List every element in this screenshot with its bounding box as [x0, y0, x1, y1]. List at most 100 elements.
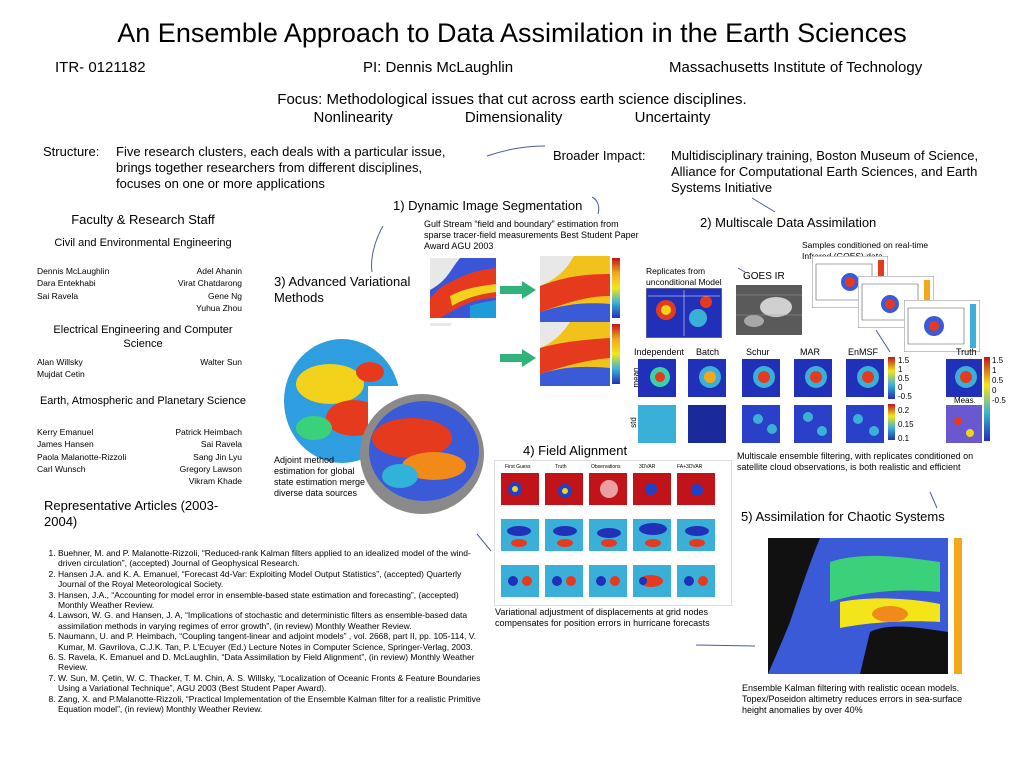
staff-name: Virat Chatdarong	[177, 278, 242, 289]
article-item: Hansen J.A. and K. A. Emanuel, “Forecast…	[58, 569, 481, 590]
ocean-ssh-map	[760, 532, 970, 680]
colorbar	[888, 404, 895, 440]
mean-row	[638, 359, 982, 397]
fa-col-truth: Truth	[555, 464, 567, 470]
articles-heading: Representative Articles (2003-2004)	[44, 498, 219, 529]
structure-block: Structure: Five research clusters, each …	[43, 144, 463, 192]
arrow-right-icon	[500, 349, 536, 367]
faculty-name: Dara Entekhabi	[37, 278, 96, 289]
principal-investigator: PI: Dennis McLaughlin	[363, 59, 514, 76]
faculty-list-civil: Dennis McLaughlin Dara Entekhabi Sai Rav…	[37, 265, 242, 314]
conditioned-sample-map-3	[904, 300, 980, 352]
cluster1-caption: Gulf Stream “field and boundary” estimat…	[424, 219, 639, 251]
unconditional-replicate-map	[646, 288, 722, 338]
field-alignment-grid	[501, 473, 715, 597]
faculty-name: Alan Willsky	[37, 357, 83, 367]
cluster5-title: 5) Assimilation for Chaotic Systems	[741, 509, 945, 524]
focus-themes: Nonlinearity Dimensionality Uncertainty	[0, 109, 1024, 126]
arrow-right-icon	[500, 281, 536, 299]
staff-name: Gene Ng	[207, 290, 242, 301]
col-batch: Batch	[696, 347, 720, 357]
cluster5-caption: Ensemble Kalman filtering with realistic…	[742, 683, 963, 715]
colorbar-ticks-std: 0.2 0.15 0.1	[898, 406, 914, 443]
structure-text: Five research clusters, each deals with …	[116, 144, 446, 191]
faculty-name: Sai Ravela	[37, 290, 79, 301]
faculty-list-eaps: Kerry Emanuel James Hansen Paola Malanot…	[37, 426, 242, 487]
poster-title: An Ensemble Approach to Data Assimilatio…	[117, 18, 907, 48]
cluster2-title: 2) Multiscale Data Assimilation	[700, 215, 877, 230]
fa-col-first-guess: First Guess	[505, 464, 531, 470]
colorbar	[888, 357, 895, 399]
staff-name: Adel Ahanin	[196, 266, 242, 276]
colorbar	[612, 324, 620, 384]
col-independent: Independent	[634, 347, 685, 357]
goes-ir-image	[736, 285, 802, 335]
articles-list: Buehner, M. and P. Malanotte-Rizzoli, “R…	[36, 548, 481, 715]
fa-col-observations: Observations	[591, 464, 621, 470]
cluster2-replicate-note: Replicates from unconditional Model	[646, 266, 722, 287]
faculty-name: Kerry Emanuel	[37, 427, 94, 437]
theme-nonlinearity: Nonlinearity	[313, 109, 393, 126]
article-item: Zang, X. and P.Malanotte-Rizzoli, “Pract…	[58, 694, 481, 715]
dept-eaps: Earth, Atmospheric and Planetary Science	[39, 395, 247, 407]
staff-name: Vikram Khade	[188, 476, 242, 487]
cluster4-title: 4) Field Alignment	[523, 443, 628, 458]
article-item: Hansen, J.A., “Accounting for model erro…	[58, 590, 481, 611]
fa-col-fa3dvar: FA+3DVAR	[677, 464, 703, 470]
focus-statement: Focus: Methodological issues that cut ac…	[277, 91, 747, 108]
multiscale-column-headers: Independent Batch Schur MAR EnMSF Truth	[634, 347, 977, 361]
colorbar	[984, 357, 990, 441]
field-alignment-panel: First Guess Truth Observations 3DVAR FA+…	[494, 460, 732, 606]
staff-name: Yuhua Zhou	[196, 302, 242, 313]
faculty-name: Paola Malanotte-Rizzoli	[37, 451, 127, 462]
staff-name: Patrick Heimbach	[175, 427, 242, 437]
article-item: Buehner, M. and P. Malanotte-Rizzoli, “R…	[58, 548, 481, 569]
broader-impact-block: Broader Impact: Multidisciplinary traini…	[553, 148, 993, 196]
faculty-list-eecs: Alan Willsky Mujdat Cetin Walter Sun	[37, 356, 242, 381]
staff-name: Sai Ravela	[200, 439, 242, 450]
cluster1-title: 1) Dynamic Image Segmentation	[393, 198, 583, 213]
structure-label: Structure:	[43, 144, 100, 159]
std-row	[638, 405, 982, 443]
broader-impact-text: Multidisciplinary training, Boston Museu…	[671, 148, 979, 195]
cluster4-caption: Variational adjustment of displacements …	[495, 607, 710, 628]
article-item: S. Ravela, K. Emanuel and D. McLaughlin,…	[58, 652, 481, 673]
faculty-heading: Faculty & Research Staff	[71, 212, 215, 227]
cluster3-title: 3) Advanced Variational Methods	[274, 274, 411, 305]
col-schur: Schur	[746, 347, 770, 357]
theme-uncertainty: Uncertainty	[634, 109, 711, 126]
faculty-name: Dennis McLaughlin	[37, 266, 110, 276]
gulf-stream-image-1	[430, 258, 496, 318]
dept-eecs: Electrical Engineering and Computer Scie…	[53, 324, 233, 350]
cluster3-caption: Adjoint method estimation for global sta…	[274, 455, 366, 498]
article-item: Naumann, U. and P. Heimbach, “Coupling t…	[58, 631, 481, 652]
staff-name: Gregory Lawson	[179, 463, 242, 474]
dept-civil-environmental: Civil and Environmental Engineering	[54, 237, 232, 249]
colorbar	[612, 258, 620, 318]
cluster2-caption: Multiscale ensemble filtering, with repl…	[737, 451, 974, 472]
broader-impact-label: Broader Impact:	[553, 148, 646, 163]
theme-dimensionality: Dimensionality	[464, 109, 563, 126]
staff-name: Sang Jin Lyu	[193, 451, 242, 462]
goes-label: GOES IR	[743, 271, 785, 282]
faculty-name: Mujdat Cetin	[37, 369, 85, 380]
gulf-stream-estimate-2	[540, 322, 610, 386]
col-mar: MAR	[800, 347, 820, 357]
multiscale-estimate-grid	[638, 359, 982, 443]
faculty-name: Carl Wunsch	[37, 463, 86, 474]
row-std: std	[628, 417, 638, 428]
grant-number: ITR- 0121182	[55, 59, 146, 76]
institution: Massachusetts Institute of Technology	[669, 59, 923, 76]
fa-col-3dvar: 3DVAR	[639, 464, 656, 470]
article-item: W. Sun, M. Çetin, W. C. Thacker, T. M. C…	[58, 673, 481, 694]
colorbar-ticks-truth: 1.5 1 0.5 0 -0.5	[992, 356, 1006, 405]
faculty-name: James Hansen	[37, 439, 94, 450]
colorbar-ticks-mean: 1.5 1 0.5 0 -0.5	[898, 356, 912, 401]
col-enmsf: EnMSF	[848, 347, 879, 357]
meas-label: Meas.	[954, 396, 976, 405]
staff-name: Walter Sun	[200, 357, 242, 367]
col-truth: Truth	[956, 347, 977, 357]
gulf-stream-estimate-1	[540, 256, 610, 322]
article-item: Lawson, W. G. and Hansen, J. A, “Implica…	[58, 610, 481, 631]
global-state-estimate-image	[272, 326, 496, 516]
